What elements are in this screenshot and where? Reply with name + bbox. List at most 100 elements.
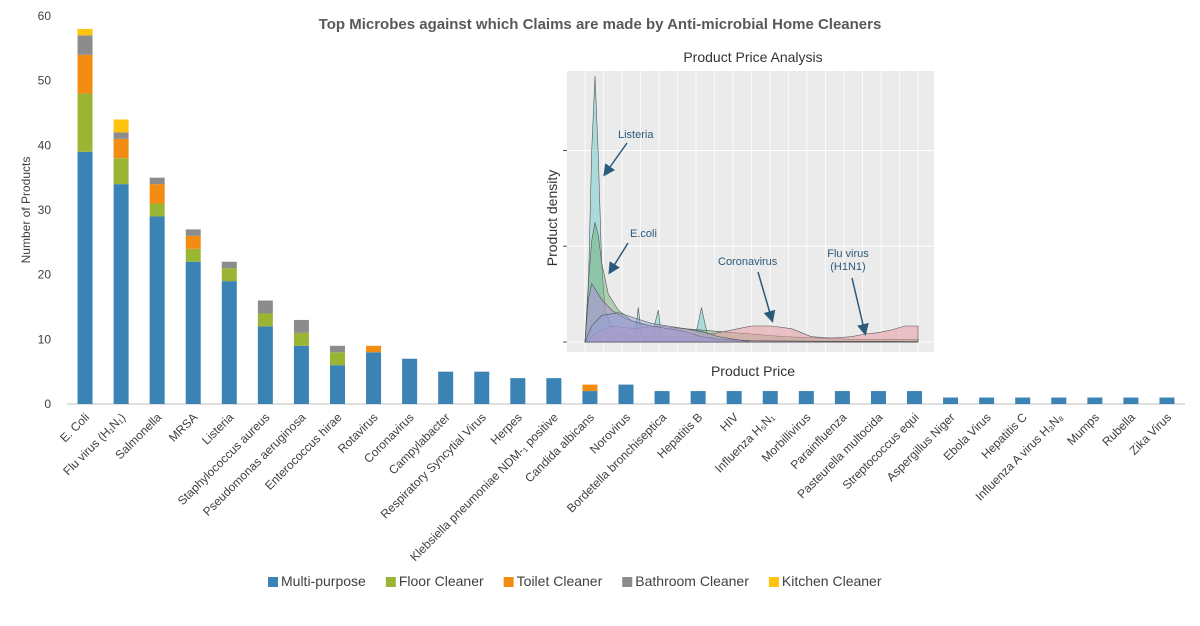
inset-annotation: Listeria (618, 129, 654, 141)
bar-segment (221, 268, 237, 282)
bar-segment (690, 391, 706, 404)
bar-segment (77, 35, 93, 55)
legend-item: Bathroom Cleaner (622, 573, 749, 589)
inset-density-areas (584, 75, 919, 343)
bar-segment (546, 378, 562, 404)
bar-segment (77, 28, 93, 36)
bar-segment (510, 378, 526, 404)
bar-segment (149, 184, 165, 204)
bar-segment (1051, 397, 1067, 404)
bar-segment (293, 319, 309, 333)
legend-label: Multi-purpose (281, 573, 366, 589)
legend-swatch (622, 577, 633, 587)
legend-item: Floor Cleaner (385, 573, 484, 589)
bar-segment (77, 151, 93, 404)
bar-segment (979, 397, 995, 404)
annotation-arrow (851, 277, 869, 336)
bar-segment (149, 177, 165, 185)
bar-segment (762, 391, 778, 404)
y-tick-label: 10 (38, 332, 52, 346)
bar-segment (257, 326, 273, 404)
bar-segment (1087, 397, 1103, 404)
bar-segment (1015, 397, 1031, 404)
bar-segment (257, 300, 273, 314)
bar-segment (185, 261, 201, 404)
inset-annotations: Listeria E.coli Coronavirus Flu virus (H1N1) (603, 129, 869, 336)
bar-segment (582, 391, 598, 404)
inset-x-axis-label: Product Price (711, 363, 795, 379)
y-tick-label: 30 (38, 203, 52, 217)
legend-label: Bathroom Cleaner (635, 573, 749, 589)
bar-segment (798, 391, 814, 404)
bar-segment (907, 391, 923, 404)
density-area (584, 282, 919, 343)
annotation-arrow (603, 142, 628, 177)
bar-segment (329, 352, 345, 366)
annotation-arrow (757, 271, 776, 323)
bar-segment (257, 313, 273, 327)
bar-segment (113, 132, 129, 139)
bar-segment (726, 391, 742, 404)
bar-segment (113, 158, 129, 185)
bar-segment (870, 391, 886, 404)
bar-segment (293, 345, 309, 404)
annotation-arrow (608, 242, 629, 275)
bar-segment (474, 371, 490, 404)
inset-chart-title: Product Price Analysis (683, 49, 822, 65)
inset-plot-panel (567, 71, 934, 352)
bar-segment (402, 358, 418, 404)
bar-segment (113, 119, 129, 133)
legend-item: Kitchen Cleaner (768, 573, 882, 589)
bar-segment (293, 332, 309, 346)
inset-annotation: E.coli (630, 228, 657, 240)
legend-swatch (768, 577, 779, 587)
y-axis: 0 10 20 30 40 50 60 (38, 9, 1185, 411)
legend-label: Kitchen Cleaner (782, 573, 882, 589)
bar-segment (438, 371, 454, 404)
bar-segment (149, 216, 165, 404)
legend-swatch (268, 577, 278, 587)
legend-swatch (385, 577, 396, 587)
bar-segment (1159, 397, 1175, 404)
bar-series-group (77, 28, 1175, 404)
inset-annotation: Coronavirus (718, 256, 778, 268)
bar-segment (113, 184, 129, 404)
bar-segment (618, 384, 634, 404)
bar-segment (185, 248, 201, 262)
bar-segment (366, 345, 382, 353)
density-area (584, 312, 918, 343)
chart-title: Top Microbes against which Claims are ma… (319, 16, 882, 33)
bar-segment (149, 203, 165, 217)
bar-segment (366, 352, 382, 404)
y-axis-label: Number of Products (19, 157, 33, 264)
y-tick-label: 50 (38, 74, 52, 88)
legend-label: Toilet Cleaner (517, 573, 603, 589)
legend-item: Toilet Cleaner (503, 573, 603, 589)
bar-segment (582, 384, 598, 392)
bar-segment (77, 54, 93, 94)
y-tick-label: 0 (44, 397, 51, 411)
legend-swatch (503, 577, 514, 587)
bar-segment (185, 235, 201, 249)
y-tick-label: 60 (38, 9, 52, 23)
bar-segment (834, 391, 850, 404)
inset-chart: Product Price Analysis Listeria E.coli Cor… (544, 49, 934, 379)
bar-segment (185, 229, 201, 236)
bar-segment (1123, 397, 1139, 404)
inset-y-axis-label: Product density (544, 170, 560, 267)
y-tick-label: 20 (38, 268, 52, 282)
bar-segment (113, 138, 129, 159)
bar-segment (943, 397, 959, 404)
bar-segment (221, 261, 237, 269)
legend-item: Multi-purpose (268, 573, 366, 589)
bar-segment (329, 365, 345, 404)
inset-annotation: Flu virus (H1N1) (827, 248, 869, 273)
bar-segment (329, 345, 345, 353)
legend-label: Floor Cleaner (399, 573, 484, 589)
bar-segment (654, 391, 670, 404)
bar-segment (221, 281, 237, 404)
chart-legend: Multi-purpose Floor Cleaner Toilet Cleaner… (268, 573, 882, 589)
y-tick-label: 40 (38, 138, 52, 152)
